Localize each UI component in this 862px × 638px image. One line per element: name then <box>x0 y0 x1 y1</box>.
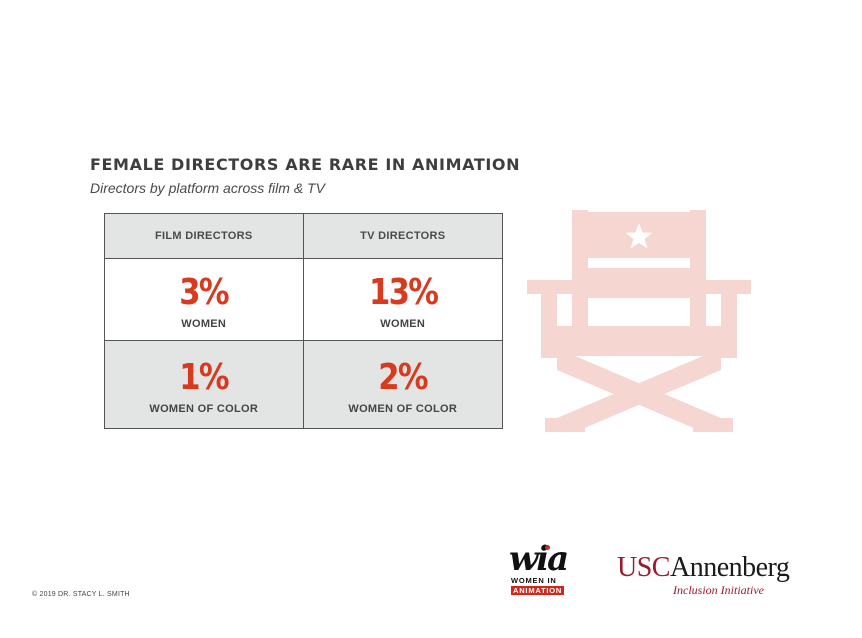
table-cell-film-women: 3% WOMEN <box>105 259 304 341</box>
usc-annenberg-logo: USCAnnenberg Inclusion Initiative <box>617 552 790 598</box>
tv-woc-percent: 2% <box>378 356 428 398</box>
directors-table: FILM DIRECTORS TV DIRECTORS 3% WOMEN 13%… <box>104 213 503 429</box>
chart-title: FEMALE DIRECTORS ARE RARE IN ANIMATION <box>90 155 521 174</box>
wia-logo-line2: ANIMATION <box>511 586 565 595</box>
table-cell-tv-women: 13% WOMEN <box>303 259 502 341</box>
usc-logo-usc: USC <box>617 552 670 583</box>
tv-women-label: WOMEN <box>380 317 426 330</box>
column-header-film: FILM DIRECTORS <box>105 214 304 259</box>
table-cell-tv-women-of-color: 2% WOMEN OF COLOR <box>303 341 502 428</box>
director-chair-icon <box>527 210 751 432</box>
film-woc-percent: 1% <box>179 356 229 398</box>
usc-logo-tagline: Inclusion Initiative <box>673 583 764 597</box>
tv-women-percent: 13% <box>368 271 439 313</box>
wia-logo-script: wia <box>509 539 569 579</box>
column-header-tv: TV DIRECTORS <box>303 214 502 259</box>
wia-logo-dot <box>545 545 550 550</box>
film-women-label: WOMEN <box>181 317 227 330</box>
usc-logo-wordmark: USCAnnenberg <box>617 552 790 583</box>
table-cell-film-women-of-color: 1% WOMEN OF COLOR <box>105 341 304 428</box>
chart-subtitle: Directors by platform across film & TV <box>90 180 325 196</box>
copyright-text: © 2019 DR. STACY L. SMITH <box>32 591 130 598</box>
wia-logo-line1: WOMEN IN <box>511 576 557 585</box>
film-women-percent: 3% <box>179 271 229 313</box>
film-woc-label: WOMEN OF COLOR <box>149 402 259 415</box>
tv-woc-label: WOMEN OF COLOR <box>348 402 458 415</box>
usc-logo-annenberg: Annenberg <box>669 552 790 583</box>
wia-logo: wia WOMEN IN ANIMATION <box>505 542 577 600</box>
